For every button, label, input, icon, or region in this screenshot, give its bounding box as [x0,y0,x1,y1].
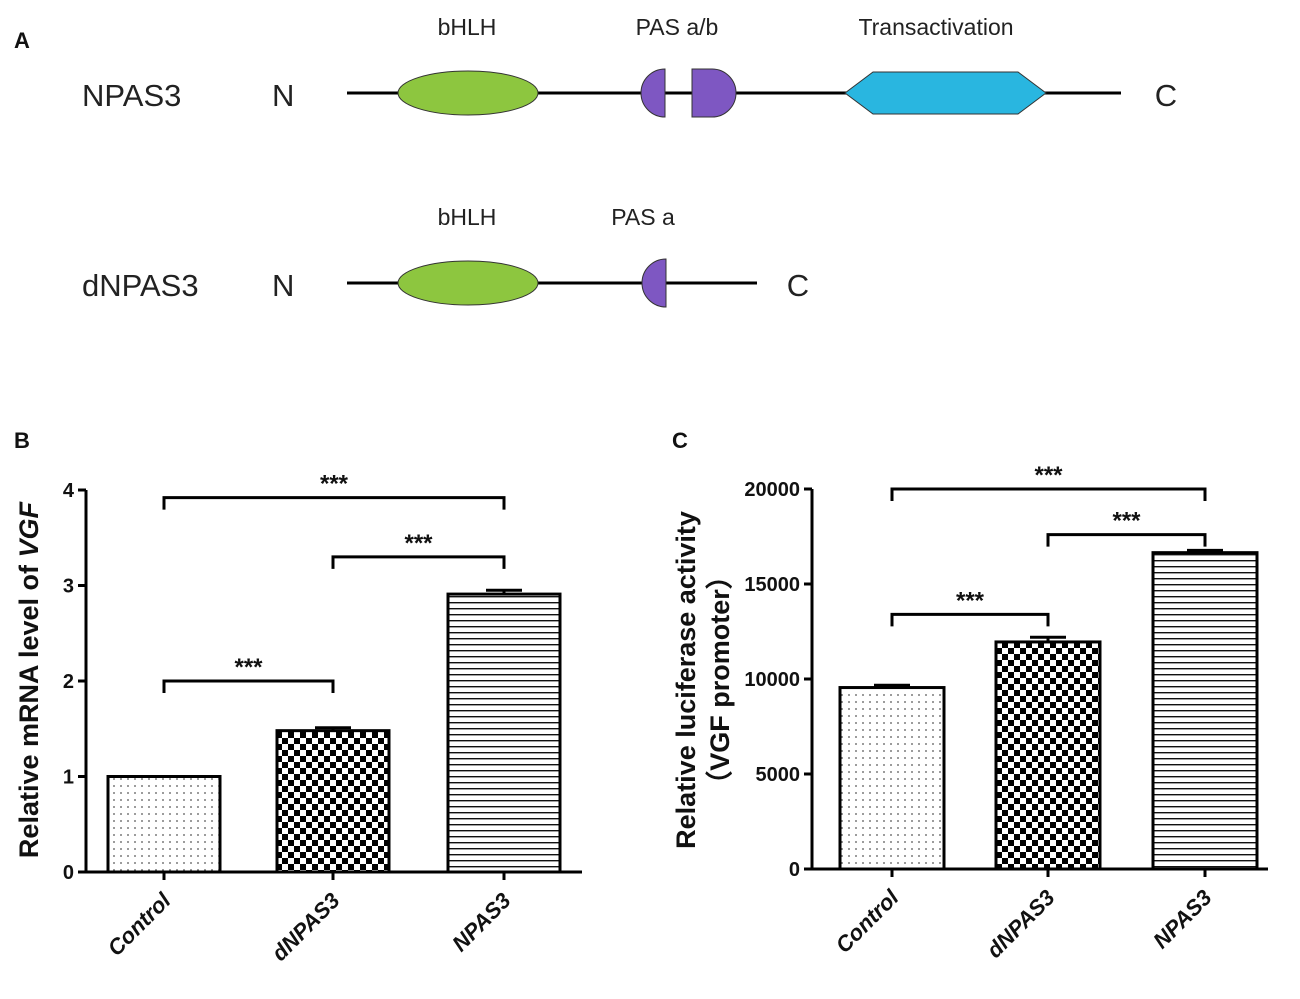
pas-a-domain [641,258,667,308]
y-tick-label: 20000 [744,479,800,501]
bar [446,592,562,874]
transactivation-domain-label: Transactivation [858,14,1013,40]
significance-bracket [890,487,1207,501]
construct-npas3: NPAS3 N C bHLH PAS a/b Transactivation [82,14,1177,118]
significance-bracket [162,496,506,510]
significance-label: *** [1112,508,1141,535]
y-axis-label: Relative mRNA level of VGF [14,500,44,858]
construct-name: NPAS3 [82,78,181,113]
bhlh-domain-label: bHLH [438,204,497,230]
significance-label: *** [404,530,433,557]
y-tick-label: 2 [63,671,74,693]
significance-label: *** [320,471,349,498]
bar [106,775,222,874]
construct-dnpas3: dNPAS3 N C bHLH PAS a [82,204,809,308]
panel-b-label: B [14,428,30,453]
n-terminus-label: N [272,78,294,113]
significance-label: *** [956,587,985,614]
n-terminus-label: N [272,268,294,303]
y-tick-label: 1 [63,767,74,789]
y-tick-label: 15000 [744,574,800,596]
panel-a: A NPAS3 N C bHLH PAS a/b Transactivation… [14,14,1177,308]
y-axis-label: Relative luciferase activity [671,511,701,849]
y-tick-label: 10000 [744,669,800,691]
y-tick-label: 4 [63,480,75,502]
x-tick-label: dNPAS3 [267,888,345,966]
panel-b-chart: B Relative mRNA level of VGF 0 1 2 3 4 Contro… [14,428,582,966]
bhlh-domain [397,260,539,306]
significance-bracket [1046,533,1207,547]
bar [994,640,1102,871]
c-terminus-label: C [787,268,809,303]
bhlh-domain-label: bHLH [438,14,497,40]
y-tick-label: 5000 [756,764,801,786]
pas-a-domain [640,68,666,118]
y-tick-label: 3 [63,576,74,598]
panel-c-chart: C Relative luciferase activity （VGF prom… [671,428,1268,963]
bar [1151,551,1259,871]
bhlh-domain [397,70,539,116]
significance-bracket [890,612,1050,627]
pas-domain-label: PAS a/b [636,14,719,40]
x-tick-label: Control [103,887,177,961]
x-tick-label: NPAS3 [1148,885,1216,953]
transactivation-domain [844,71,1047,115]
y-axis-label-secondary: （VGF promoter） [705,562,735,798]
y-tick-label: 0 [63,862,74,884]
panel-a-label: A [14,28,30,53]
pas-b-domain [691,68,737,118]
construct-name: dNPAS3 [82,268,199,303]
significance-bracket [331,555,506,569]
panel-c-label: C [672,428,688,453]
x-tick-label: NPAS3 [447,888,515,956]
pas-domain-label: PAS a [611,204,675,230]
c-terminus-label: C [1155,78,1177,113]
x-tick-label: dNPAS3 [982,885,1060,963]
significance-label: *** [234,654,263,681]
x-tick-label: Control [831,884,905,958]
bar [275,729,391,874]
y-tick-label: 0 [789,859,800,881]
significance-label: *** [1034,462,1063,489]
significance-bracket [162,679,335,693]
bar [838,686,946,871]
